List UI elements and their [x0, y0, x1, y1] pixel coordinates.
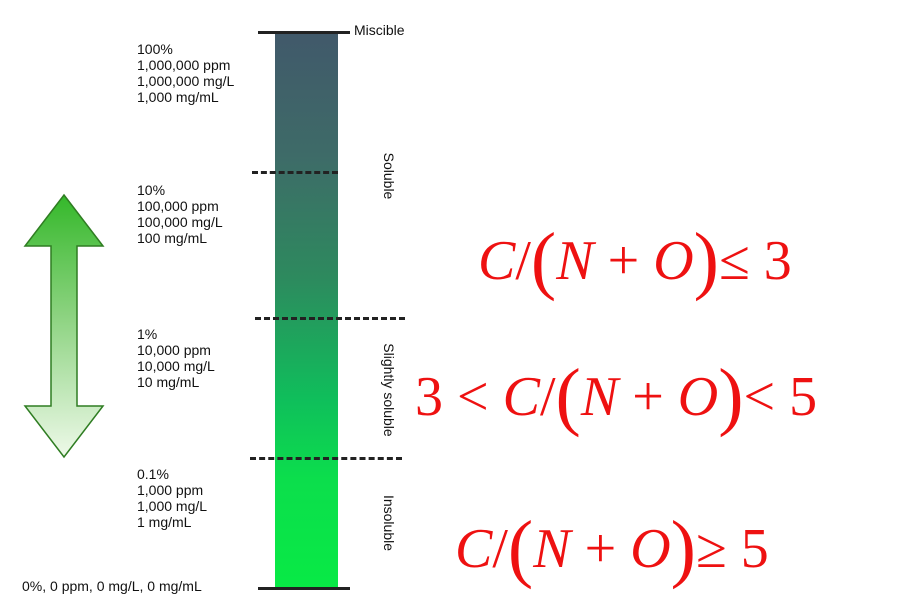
zone-label-soluble: Soluble — [381, 152, 397, 200]
formula-insoluble: C/(N + O)≥ 5 — [455, 506, 769, 590]
double-arrow-icon — [23, 193, 105, 459]
level-label-10pct: 10% 100,000 ppm 100,000 mg/L 100 mg/mL — [137, 182, 223, 246]
level-line-10pct — [252, 171, 338, 174]
formula-slightly-soluble: 3 < C/(N + O)< 5 — [415, 354, 818, 438]
level-label-zero: 0%, 0 ppm, 0 mg/L, 0 mg/mL — [22, 578, 202, 594]
level-line-0.1pct — [250, 457, 402, 460]
zone-label-miscible: Miscible — [354, 22, 405, 38]
level-line-bottom — [258, 587, 350, 590]
level-line-1pct — [255, 317, 405, 320]
zone-label-slightly-soluble: Slightly soluble — [381, 343, 397, 437]
level-line-top — [258, 31, 350, 34]
level-label-1pct: 1% 10,000 ppm 10,000 mg/L 10 mg/mL — [137, 326, 215, 390]
zone-label-insoluble: Insoluble — [381, 494, 397, 552]
solubility-bar — [275, 33, 338, 590]
level-label-100pct: 100% 1,000,000 ppm 1,000,000 mg/L 1,000 … — [137, 41, 235, 105]
formula-soluble: C/(N + O)≤ 3 — [478, 218, 792, 302]
level-label-0.1pct: 0.1% 1,000 ppm 1,000 mg/L 1 mg/mL — [137, 466, 208, 530]
